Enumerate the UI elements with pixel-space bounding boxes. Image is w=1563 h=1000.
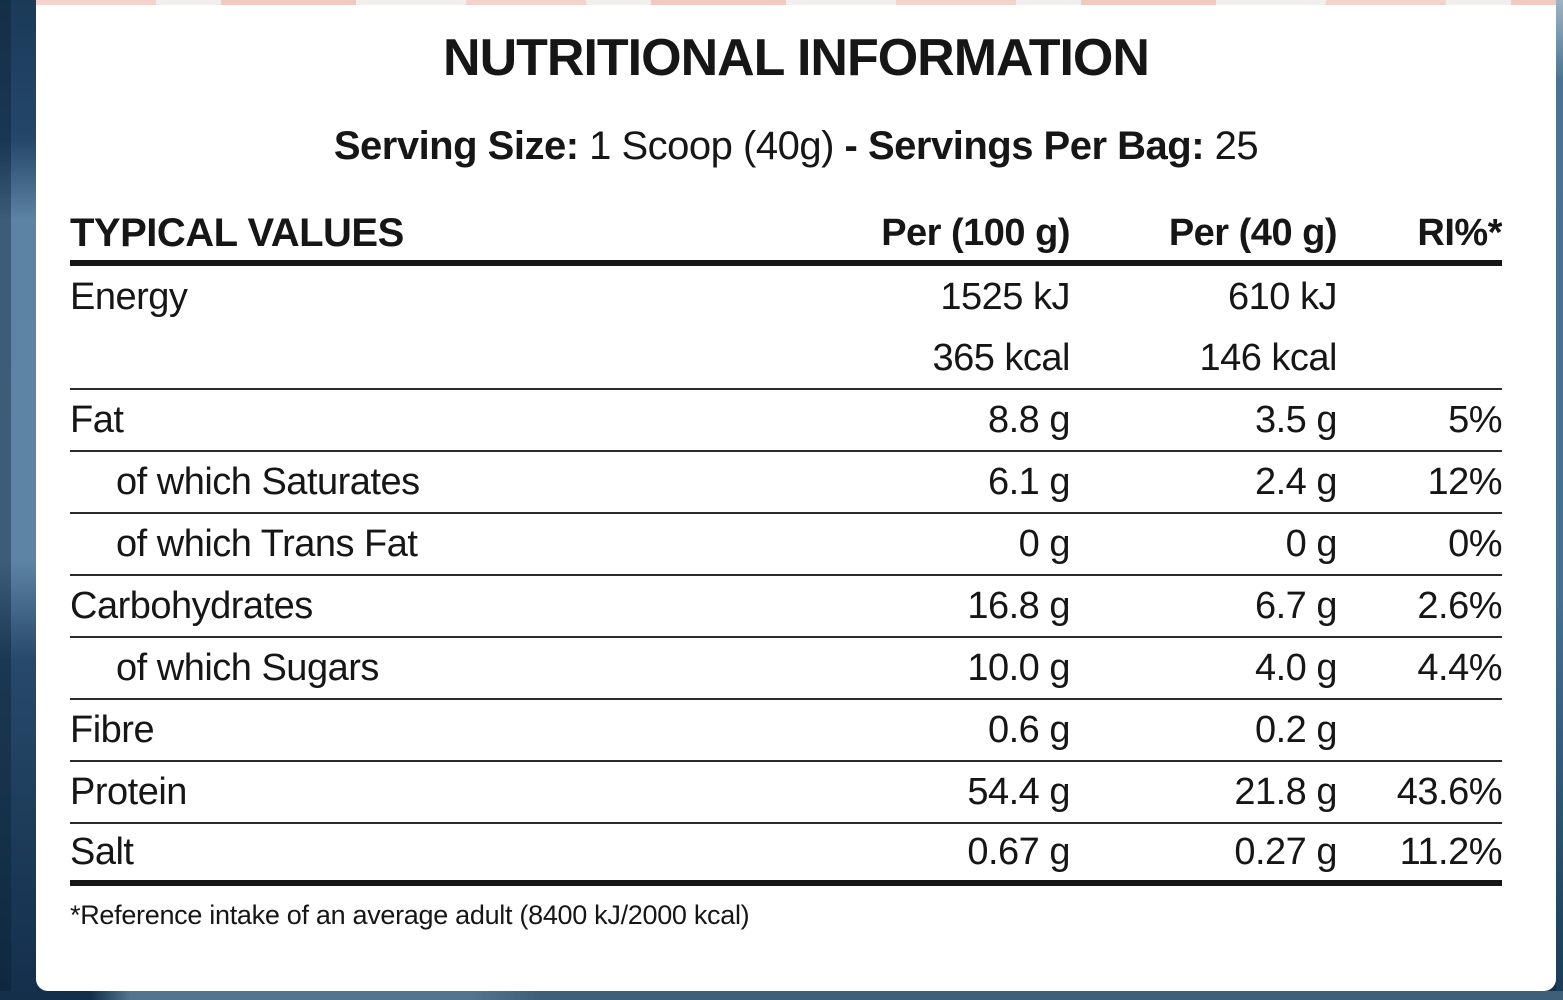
servings-per-bag-label: Servings Per Bag:	[867, 124, 1205, 168]
table-row-salt: Salt 0.67 g 0.27 g 11.2%	[70, 824, 1502, 886]
row-per40-value: 610 kJ	[1228, 275, 1337, 318]
table-row-trans-fat: of which Trans Fat 0 g 0 g 0%	[70, 514, 1502, 576]
table-header-row: TYPICAL VALUES Per (100 g) Per (40 g) RI…	[70, 206, 1502, 266]
header-per-40g: Per (40 g)	[1168, 211, 1337, 254]
row-ri-value: 4.4%	[1417, 646, 1502, 689]
row-per100-value: 1525 kJ	[940, 275, 1070, 318]
table-row-protein: Protein 54.4 g 21.8 g 43.6%	[70, 762, 1502, 824]
servings-per-bag-value: 25	[1204, 124, 1259, 168]
table-row-energy-kcal: 365 kcal 146 kcal	[70, 328, 1502, 390]
pouch-right-edge	[1556, 0, 1563, 1000]
row-name: Carbohydrates	[70, 584, 313, 627]
table-row-fat: Fat 8.8 g 3.5 g 5%	[70, 390, 1502, 452]
row-name: Energy	[70, 275, 188, 318]
header-per-100g: Per (100 g)	[881, 211, 1070, 254]
row-per100-value: 54.4 g	[967, 770, 1070, 813]
serving-separator: -	[844, 124, 868, 168]
row-name: of which Saturates	[116, 460, 420, 503]
pouch-top-edge	[36, 0, 1556, 5]
row-ri-value: 43.6%	[1396, 770, 1502, 813]
pouch-left-edge	[0, 0, 36, 1000]
row-name: Fat	[70, 398, 124, 441]
row-per40-value: 6.7 g	[1254, 584, 1337, 627]
table-row-sugars: of which Sugars 10.0 g 4.0 g 4.4%	[70, 638, 1502, 700]
row-per40-value: 3.5 g	[1254, 398, 1337, 441]
row-per40-value: 146 kcal	[1199, 336, 1337, 379]
row-per100-value: 10.0 g	[967, 646, 1070, 689]
row-name: Fibre	[70, 708, 155, 751]
row-per40-value: 0.27 g	[1234, 830, 1337, 873]
table-row-fibre: Fibre 0.6 g 0.2 g	[70, 700, 1502, 762]
row-name: of which Trans Fat	[116, 522, 418, 565]
row-per100-value: 8.8 g	[987, 398, 1070, 441]
row-per100-value: 6.1 g	[987, 460, 1070, 503]
header-ri-percent: RI%*	[1417, 211, 1502, 254]
row-ri-value: 5%	[1448, 398, 1502, 441]
row-ri-value: 0%	[1448, 522, 1502, 565]
serving-line: Serving Size: 1 Scoop (40g) - Servings P…	[36, 126, 1556, 166]
row-per100-value: 0 g	[1018, 522, 1070, 565]
serving-size-value: 1 Scoop (40g)	[578, 124, 845, 168]
row-per100-value: 0.6 g	[987, 708, 1070, 751]
row-per100-value: 0.67 g	[967, 830, 1070, 873]
table-row-saturates: of which Saturates 6.1 g 2.4 g 12%	[70, 452, 1502, 514]
row-per40-value: 2.4 g	[1254, 460, 1337, 503]
nutrition-table: TYPICAL VALUES Per (100 g) Per (40 g) RI…	[70, 206, 1502, 886]
row-per40-value: 21.8 g	[1234, 770, 1337, 813]
reference-intake-footnote: *Reference intake of an average adult (8…	[70, 900, 750, 930]
row-ri-value: 2.6%	[1417, 584, 1502, 627]
row-name: of which Sugars	[116, 646, 379, 689]
row-name: Salt	[70, 830, 134, 873]
serving-size-label: Serving Size:	[333, 124, 579, 168]
row-per100-value: 365 kcal	[932, 336, 1070, 379]
row-ri-value: 11.2%	[1399, 830, 1502, 873]
row-per40-value: 0.2 g	[1254, 708, 1337, 751]
label-title: NUTRITIONAL INFORMATION	[443, 29, 1150, 87]
row-ri-value: 12%	[1427, 460, 1502, 503]
table-row-carbohydrates: Carbohydrates 16.8 g 6.7 g 2.6%	[70, 576, 1502, 638]
header-typical-values: TYPICAL VALUES	[70, 210, 404, 255]
row-name: Protein	[70, 770, 187, 813]
row-per100-value: 16.8 g	[967, 584, 1070, 627]
table-row-energy-kj: Energy 1525 kJ 610 kJ	[70, 266, 1502, 328]
row-per40-value: 0 g	[1285, 522, 1337, 565]
pouch-bottom-edge	[0, 991, 1563, 1000]
nutrition-label: NUTRITIONAL INFORMATION Serving Size: 1 …	[36, 5, 1556, 991]
row-per40-value: 4.0 g	[1254, 646, 1337, 689]
